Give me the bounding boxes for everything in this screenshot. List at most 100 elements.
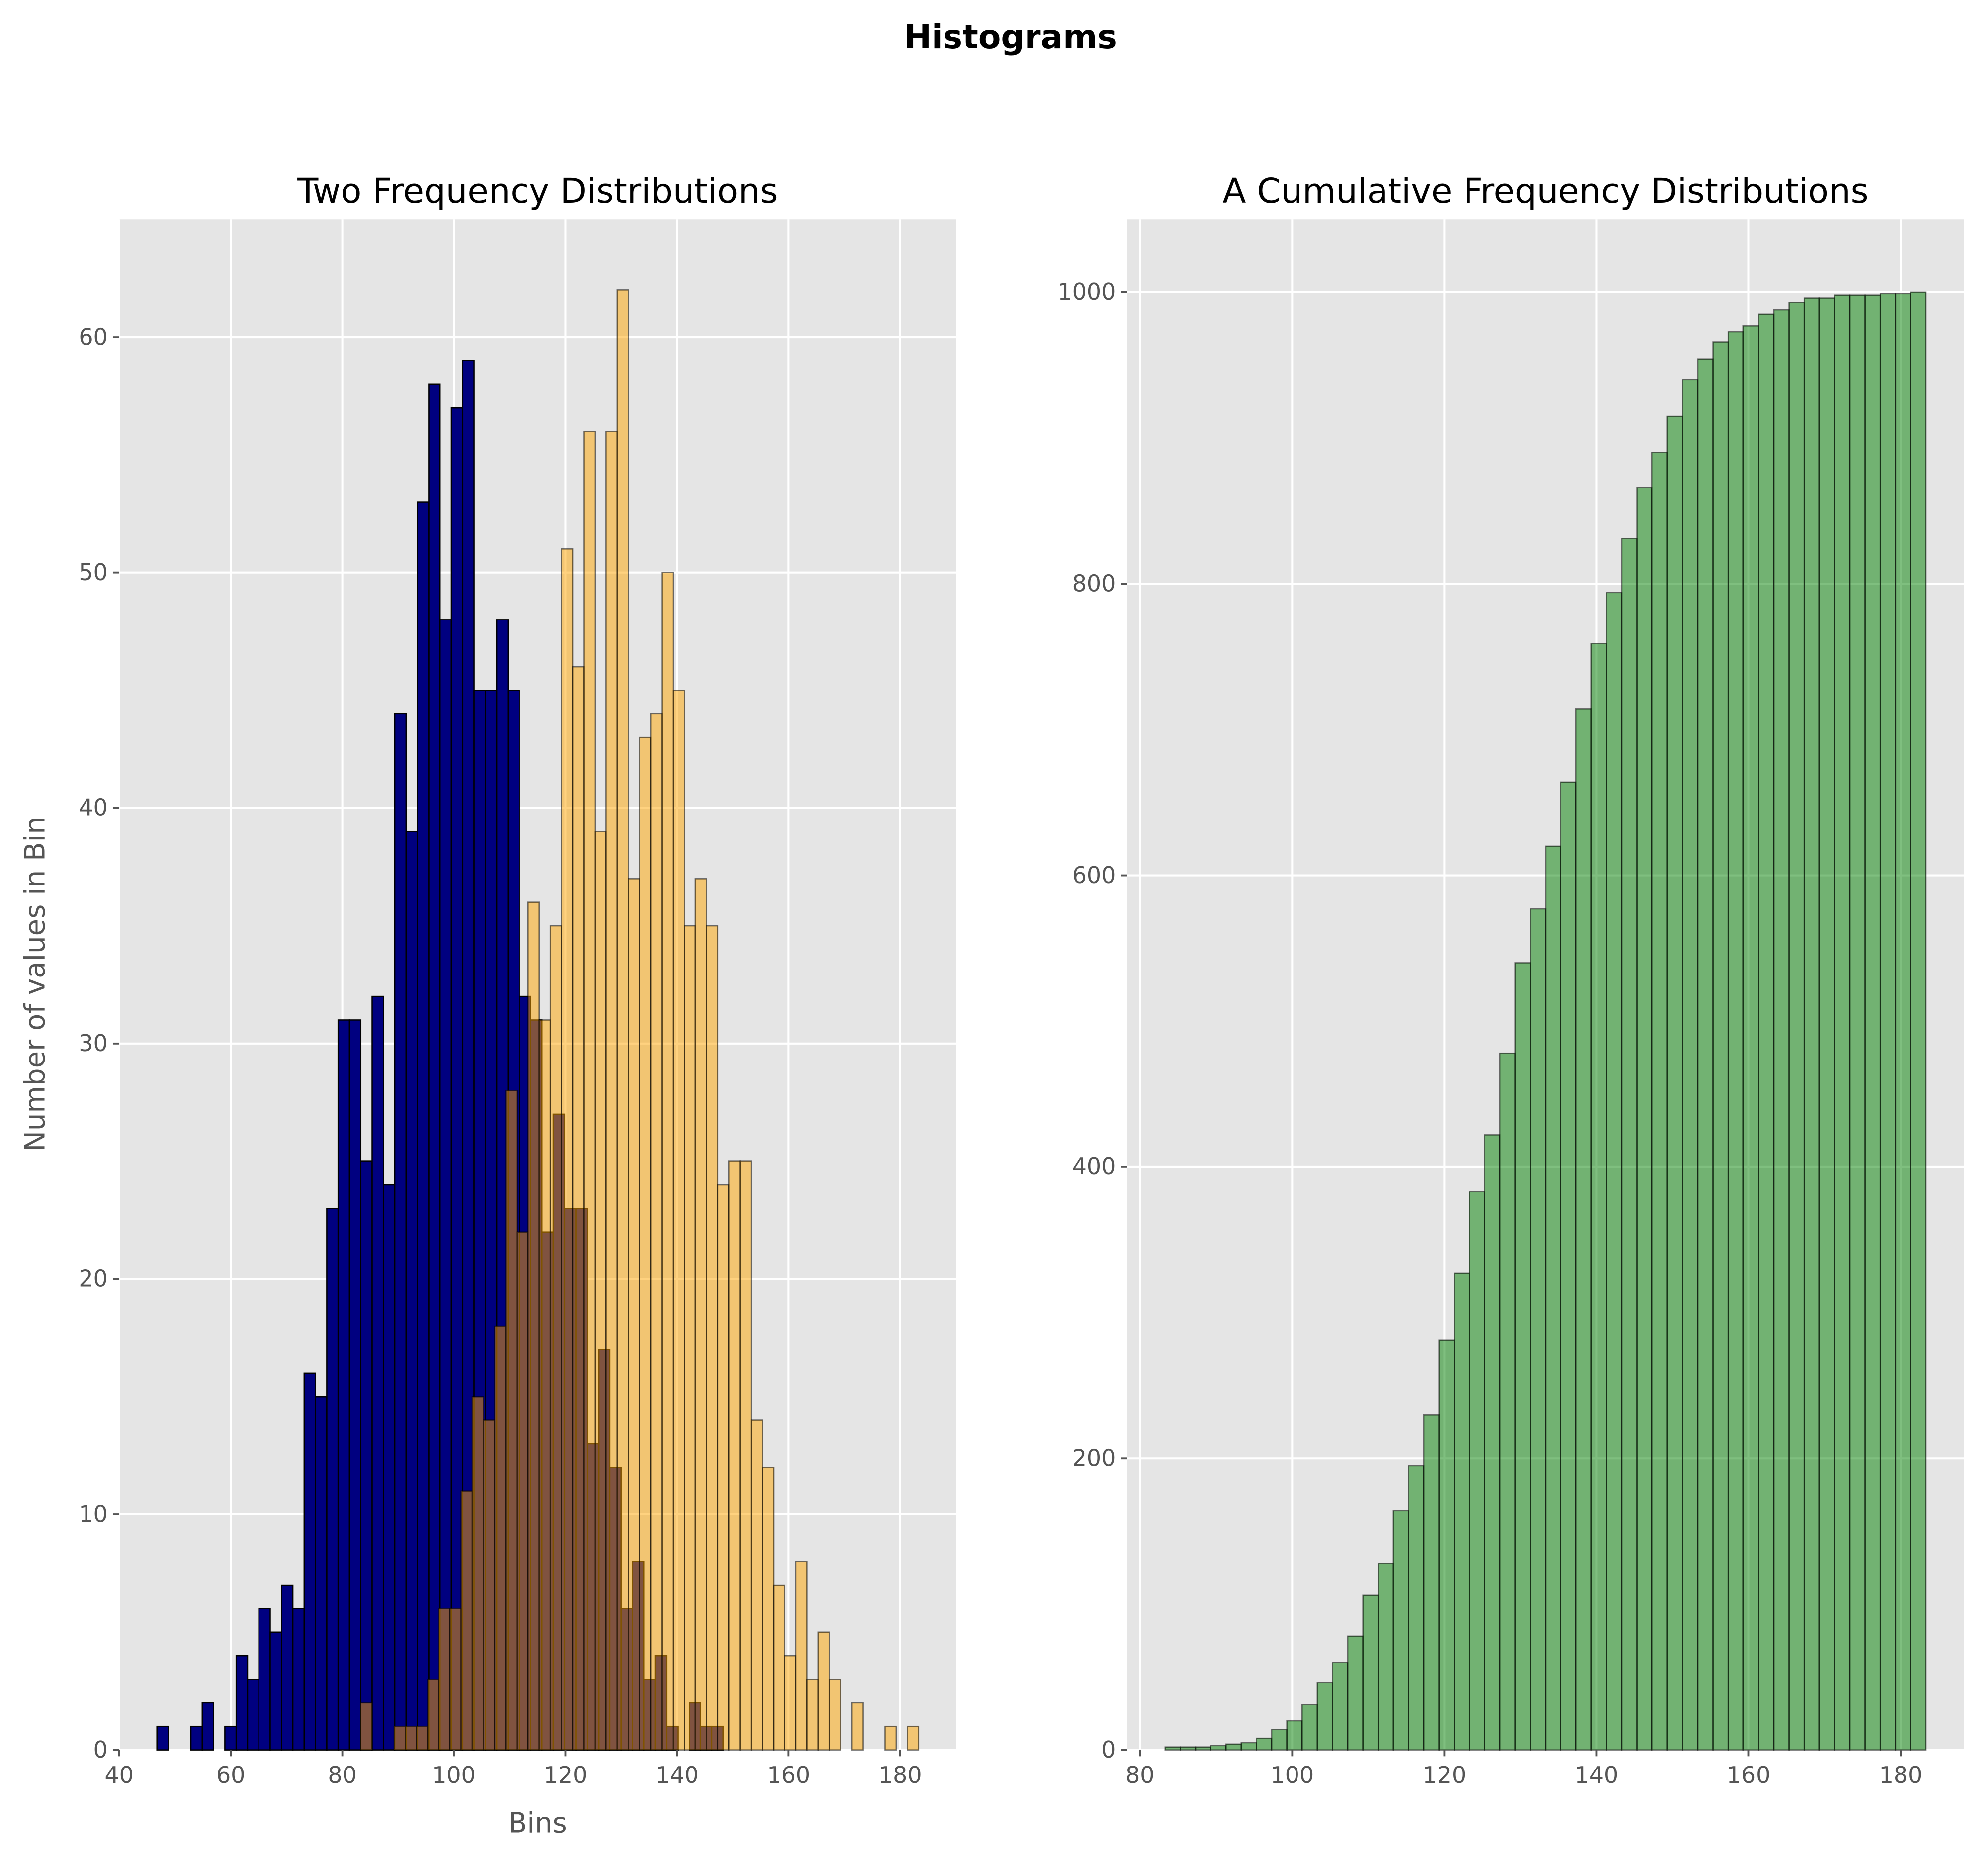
- histogram-bar-series-1: [1651, 452, 1668, 1751]
- histogram-bar-series-1: [1545, 845, 1561, 1751]
- histogram-bar-series-2: [728, 1160, 741, 1751]
- y-tick-label: 60: [79, 323, 107, 350]
- histogram-bar-series-2: [594, 831, 607, 1751]
- y-tick-label: 600: [1072, 862, 1116, 888]
- y-tick-label: 30: [79, 1030, 107, 1057]
- x-tick-label: 40: [105, 1762, 134, 1788]
- y-tick-label: 50: [79, 559, 107, 586]
- histogram-bar-series-1: [371, 995, 384, 1751]
- histogram-bar-series-2: [483, 1419, 496, 1751]
- histogram-bar-series-1: [1362, 1594, 1379, 1751]
- histogram-bar-series-2: [549, 925, 562, 1751]
- histogram-bar-series-1: [428, 383, 441, 1751]
- histogram-bar-series-2: [405, 1725, 418, 1751]
- histogram-bar-series-1: [1666, 415, 1683, 1751]
- histogram-bar-series-1: [417, 501, 430, 1751]
- histogram-bar-series-1: [360, 1160, 373, 1751]
- histogram-bar-series-1: [1697, 358, 1714, 1751]
- y-tick-label: 0: [93, 1736, 108, 1763]
- histogram-bar-series-1: [1454, 1272, 1470, 1751]
- x-tick-label: 60: [216, 1762, 245, 1788]
- histogram-bar-series-1: [303, 1372, 316, 1751]
- histogram-bar-series-2: [527, 901, 540, 1751]
- histogram-bar-series-1: [1469, 1191, 1485, 1751]
- y-tick-label: 200: [1072, 1445, 1116, 1472]
- histogram-bar-series-2: [706, 925, 719, 1751]
- figure-suptitle: Histograms: [904, 17, 1117, 56]
- y-tick-label: 1000: [1058, 278, 1116, 305]
- histogram-bar-series-2: [672, 690, 685, 1751]
- histogram-bar-series-1: [1180, 1746, 1197, 1751]
- histogram-bar-series-2: [583, 431, 596, 1751]
- y-tick-label: 10: [79, 1501, 107, 1527]
- histogram-bar-series-2: [605, 431, 618, 1751]
- histogram-bar-series-1: [1438, 1339, 1455, 1751]
- histogram-bar-series-1: [1514, 962, 1531, 1751]
- histogram-bar-series-1: [1256, 1737, 1273, 1751]
- histogram-bar-series-1: [315, 1396, 328, 1751]
- histogram-bar-series-1: [190, 1725, 203, 1751]
- histogram-bar-series-2: [538, 1019, 551, 1751]
- x-tick-label: 100: [1271, 1762, 1314, 1788]
- histogram-bar-series-2: [884, 1725, 897, 1751]
- histogram-bar-series-1: [1895, 293, 1911, 1751]
- histogram-bar-series-1: [337, 1019, 350, 1751]
- right-chart-title: A Cumulative Frequency Distributions: [1222, 172, 1868, 211]
- histogram-bar-series-1: [281, 1584, 294, 1751]
- x-tick-label: 140: [1575, 1762, 1619, 1788]
- histogram-bar-series-1: [394, 713, 407, 1751]
- histogram-bar-series-1: [235, 1655, 249, 1751]
- histogram-bar-series-1: [1879, 293, 1897, 1751]
- histogram-bar-series-1: [201, 1702, 214, 1751]
- histogram-bar-series-1: [1590, 643, 1607, 1751]
- histogram-bar-series-1: [156, 1725, 169, 1751]
- histogram-bar-series-2: [739, 1160, 752, 1751]
- histogram-bar-series-2: [393, 1725, 406, 1751]
- histogram-bar-series-1: [1225, 1743, 1242, 1751]
- histogram-bar-series-2: [694, 878, 707, 1751]
- histogram-bar-series-2: [661, 572, 674, 1751]
- histogram-bar-series-1: [1316, 1682, 1333, 1751]
- histogram-bar-series-1: [1240, 1742, 1257, 1751]
- x-tick-label: 140: [655, 1762, 699, 1788]
- histogram-bar-series-1: [326, 1208, 339, 1751]
- histogram-bar-series-2: [817, 1631, 830, 1751]
- histogram-bar-series-2: [806, 1679, 819, 1751]
- histogram-bar-series-1: [1195, 1746, 1211, 1751]
- y-tick-label: 20: [79, 1265, 107, 1292]
- histogram-bar-series-2: [907, 1725, 920, 1751]
- histogram-bar-series-1: [348, 1019, 362, 1751]
- x-tick-label: 80: [328, 1762, 356, 1788]
- left-x-axis-label: Bins: [508, 1807, 567, 1839]
- histogram-bar-series-1: [1712, 341, 1729, 1751]
- histogram-bar-series-1: [1210, 1745, 1227, 1751]
- histogram-bar-series-1: [1347, 1635, 1364, 1751]
- histogram-bar-series-2: [750, 1419, 763, 1751]
- histogram-bar-series-1: [1271, 1729, 1288, 1751]
- histogram-bar-series-2: [460, 1490, 473, 1751]
- x-tick-label: 180: [1879, 1762, 1923, 1788]
- right-ticks: 80 100 120 140 160 180 0 200 400 600 800 1000: [1058, 278, 1923, 1788]
- x-tick-label: 120: [1423, 1762, 1467, 1788]
- histogram-bar-series-2: [505, 1090, 518, 1751]
- histogram-bar-series-1: [1818, 297, 1835, 1751]
- histogram-bar-series-2: [639, 736, 652, 1751]
- right-bars: [1164, 291, 1927, 1751]
- histogram-bar-series-2: [416, 1725, 429, 1751]
- left-chart-title: Two Frequency Distributions: [297, 172, 778, 211]
- histogram-bar-series-2: [628, 878, 640, 1751]
- y-tick-label: 40: [79, 795, 107, 821]
- histogram-bar-series-2: [471, 1396, 484, 1751]
- histogram-bar-series-1: [383, 1184, 396, 1751]
- histogram-bar-series-2: [650, 713, 663, 1751]
- histogram-bar-series-1: [1408, 1465, 1425, 1751]
- histogram-bar-series-2: [851, 1702, 864, 1751]
- histogram-bar-series-2: [516, 1231, 529, 1751]
- histogram-bar-series-1: [292, 1608, 305, 1751]
- histogram-bar-series-1: [1803, 297, 1820, 1751]
- histogram-bar-series-1: [269, 1631, 282, 1751]
- histogram-bar-series-2: [828, 1679, 841, 1751]
- histogram-bar-series-2: [784, 1655, 797, 1751]
- histogram-bar-series-2: [773, 1584, 785, 1751]
